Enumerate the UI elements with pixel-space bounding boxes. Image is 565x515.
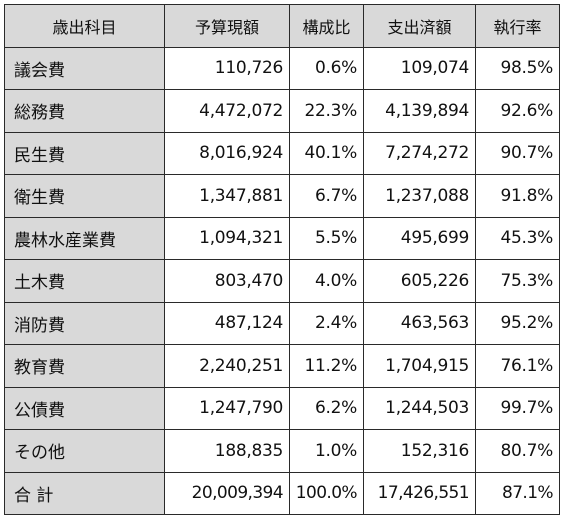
row-name: 消防費 (4, 301, 165, 345)
row-budget: 8,016,924 (164, 131, 290, 175)
row-name: 土木費 (4, 259, 165, 303)
table-row: 消防費 487,124 2.4% 463,563 95.2% (4, 301, 560, 345)
table-row: 土木費 803,470 4.0% 605,226 75.3% (4, 259, 560, 303)
total-ratio: 100.0% (289, 471, 364, 515)
row-name: 衛生費 (4, 174, 165, 218)
row-rate: 92.6% (475, 89, 560, 133)
header-spent: 支出済額 (363, 4, 476, 48)
row-spent: 7,274,272 (363, 131, 476, 175)
row-name: 農林水産業費 (4, 216, 165, 260)
row-budget: 487,124 (164, 301, 290, 345)
row-budget: 1,347,881 (164, 174, 290, 218)
row-rate: 45.3% (475, 216, 560, 260)
table-row: 民生費 8,016,924 40.1% 7,274,272 90.7% (4, 131, 560, 175)
row-ratio: 5.5% (289, 216, 364, 260)
row-name: 教育費 (4, 344, 165, 388)
row-ratio: 40.1% (289, 131, 364, 175)
total-budget: 20,009,394 (164, 471, 290, 515)
row-rate: 75.3% (475, 259, 560, 303)
row-name: その他 (4, 429, 165, 473)
total-row: 合 計 20,009,394 100.0% 17,426,551 87.1% (4, 471, 560, 515)
row-ratio: 0.6% (289, 46, 364, 90)
row-budget: 1,094,321 (164, 216, 290, 260)
row-budget: 803,470 (164, 259, 290, 303)
header-budget: 予算現額 (164, 4, 290, 48)
table-row: 農林水産業費 1,094,321 5.5% 495,699 45.3% (4, 216, 560, 260)
row-spent: 1,244,503 (363, 386, 476, 430)
row-ratio: 6.2% (289, 386, 364, 430)
row-rate: 76.1% (475, 344, 560, 388)
header-row: 歳出科目 予算現額 構成比 支出済額 執行率 (4, 4, 560, 48)
row-ratio: 22.3% (289, 89, 364, 133)
row-ratio: 11.2% (289, 344, 364, 388)
row-name: 議会費 (4, 46, 165, 90)
table-row: その他 188,835 1.0% 152,316 80.7% (4, 429, 560, 473)
row-rate: 99.7% (475, 386, 560, 430)
total-label: 合 計 (4, 471, 165, 515)
total-spent: 17,426,551 (363, 471, 476, 515)
row-spent: 4,139,894 (363, 89, 476, 133)
row-budget: 1,247,790 (164, 386, 290, 430)
row-budget: 188,835 (164, 429, 290, 473)
table-row: 教育費 2,240,251 11.2% 1,704,915 76.1% (4, 344, 560, 388)
total-rate: 87.1% (475, 471, 560, 515)
row-budget: 4,472,072 (164, 89, 290, 133)
row-name: 公債費 (4, 386, 165, 430)
row-spent: 495,699 (363, 216, 476, 260)
header-category: 歳出科目 (4, 4, 165, 48)
row-rate: 90.7% (475, 131, 560, 175)
row-spent: 152,316 (363, 429, 476, 473)
row-rate: 95.2% (475, 301, 560, 345)
row-spent: 1,704,915 (363, 344, 476, 388)
expenditure-table: 歳出科目 予算現額 構成比 支出済額 執行率 議会費 110,726 0.6% … (4, 4, 560, 515)
row-ratio: 2.4% (289, 301, 364, 345)
row-spent: 109,074 (363, 46, 476, 90)
table-row: 公債費 1,247,790 6.2% 1,244,503 99.7% (4, 386, 560, 430)
row-spent: 1,237,088 (363, 174, 476, 218)
row-rate: 98.5% (475, 46, 560, 90)
table-row: 総務費 4,472,072 22.3% 4,139,894 92.6% (4, 89, 560, 133)
row-name: 総務費 (4, 89, 165, 133)
row-rate: 91.8% (475, 174, 560, 218)
row-name: 民生費 (4, 131, 165, 175)
row-ratio: 6.7% (289, 174, 364, 218)
header-rate: 執行率 (475, 4, 560, 48)
row-ratio: 4.0% (289, 259, 364, 303)
table-row: 衛生費 1,347,881 6.7% 1,237,088 91.8% (4, 174, 560, 218)
row-spent: 605,226 (363, 259, 476, 303)
table-row: 議会費 110,726 0.6% 109,074 98.5% (4, 46, 560, 90)
row-rate: 80.7% (475, 429, 560, 473)
row-ratio: 1.0% (289, 429, 364, 473)
header-ratio: 構成比 (289, 4, 364, 48)
row-budget: 110,726 (164, 46, 290, 90)
row-budget: 2,240,251 (164, 344, 290, 388)
row-spent: 463,563 (363, 301, 476, 345)
